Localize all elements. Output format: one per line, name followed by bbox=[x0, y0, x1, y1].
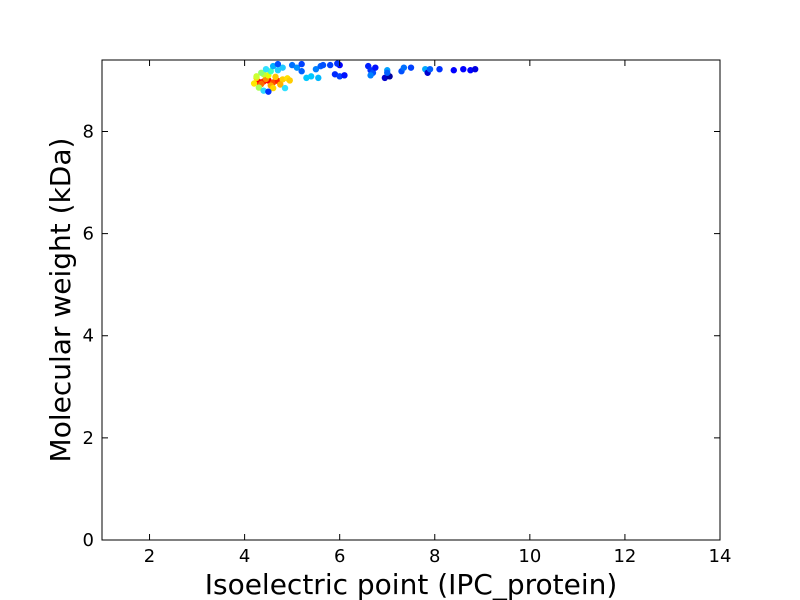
data-point-16 bbox=[269, 84, 277, 92]
y-axis-label: Molecular weight (kDa) bbox=[44, 138, 77, 463]
data-point-37 bbox=[319, 61, 327, 69]
data-point-31 bbox=[298, 60, 305, 68]
data-point-48 bbox=[367, 72, 374, 79]
data-point-55 bbox=[407, 64, 415, 71]
data-point-10 bbox=[279, 76, 286, 83]
data-point-59 bbox=[436, 65, 443, 73]
data-point-33 bbox=[307, 73, 315, 80]
data-point-17 bbox=[277, 81, 284, 88]
data-point-8 bbox=[272, 73, 279, 81]
data-point-14 bbox=[250, 80, 258, 87]
x-tick-label: 4 bbox=[239, 546, 250, 567]
x-tick-label: 10 bbox=[518, 546, 541, 567]
x-tick-label: 14 bbox=[709, 546, 732, 567]
data-point-34 bbox=[312, 65, 320, 73]
y-tick-label: 6 bbox=[83, 224, 94, 245]
data-point-15 bbox=[255, 84, 263, 91]
y-tick-label: 8 bbox=[83, 121, 94, 142]
data-point-24 bbox=[281, 84, 289, 92]
data-point-64 bbox=[274, 60, 282, 68]
x-tick-label: 2 bbox=[144, 546, 155, 567]
data-point-43 bbox=[334, 60, 341, 67]
data-point-40 bbox=[336, 73, 343, 80]
data-point-25 bbox=[286, 77, 293, 84]
data-point-52 bbox=[384, 69, 391, 76]
data-point-18 bbox=[258, 69, 265, 76]
y-tick-label: 4 bbox=[83, 326, 94, 347]
y-axis-ticks: 0 2 4 6 8 bbox=[83, 121, 720, 551]
data-point-65 bbox=[298, 68, 305, 75]
data-point-23 bbox=[253, 73, 260, 80]
y-tick-label: 2 bbox=[83, 428, 94, 449]
data-point-54 bbox=[400, 64, 408, 71]
data-point-27 bbox=[265, 88, 272, 95]
data-point-20 bbox=[262, 65, 270, 73]
data-point-26 bbox=[260, 87, 267, 94]
data-point-38 bbox=[326, 61, 334, 69]
x-axis-ticks: 2 4 6 8 10 12 14 bbox=[144, 60, 732, 567]
data-point-61 bbox=[460, 65, 467, 73]
data-point-63 bbox=[471, 65, 479, 73]
data-point-60 bbox=[450, 67, 457, 74]
data-point-58 bbox=[426, 65, 434, 73]
x-axis-label: Isoelectric point (IPC_protein) bbox=[205, 568, 618, 600]
data-point-22 bbox=[279, 64, 286, 71]
data-points bbox=[250, 60, 479, 95]
x-tick-label: 12 bbox=[613, 546, 636, 567]
data-point-21 bbox=[274, 67, 282, 74]
data-point-62 bbox=[467, 67, 474, 74]
x-tick-label: 6 bbox=[334, 546, 345, 567]
data-point-29 bbox=[288, 61, 296, 69]
data-point-36 bbox=[315, 74, 322, 82]
data-point-30 bbox=[293, 64, 301, 71]
data-point-47 bbox=[372, 64, 379, 71]
data-point-42 bbox=[341, 72, 348, 79]
x-tick-label: 8 bbox=[429, 546, 440, 567]
y-tick-label: 0 bbox=[83, 530, 94, 551]
plot-frame bbox=[101, 59, 721, 541]
